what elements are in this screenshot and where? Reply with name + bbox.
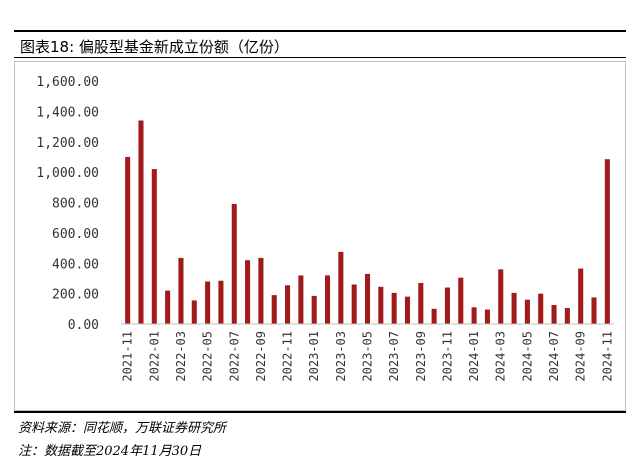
x-tick-label: 2024-11 <box>600 331 614 382</box>
bar-2022-05 <box>205 281 211 324</box>
bar-2021-11 <box>125 156 131 324</box>
y-tick-label: 400.00 <box>52 257 99 272</box>
bar-2023-07 <box>391 292 397 324</box>
bar-2024-09 <box>578 268 584 324</box>
x-tick-label: 2023-09 <box>414 331 428 382</box>
bar-2024-04 <box>511 292 517 324</box>
bar-2023-08 <box>404 296 410 324</box>
y-tick-label: 200.00 <box>52 288 99 303</box>
y-tick-label: 1,400.00 <box>36 105 99 120</box>
bar-2024-02 <box>484 309 490 324</box>
bar-2024-07 <box>551 305 557 324</box>
bar-2023-09 <box>418 282 424 324</box>
x-tick-label: 2024-09 <box>574 331 588 382</box>
bar-2022-01 <box>151 169 157 324</box>
x-tick-label: 2024-03 <box>494 331 508 382</box>
y-tick-label: 1,600.00 <box>36 75 99 90</box>
bar-2022-07 <box>231 204 237 324</box>
source-note: 资料来源：同花顺，万联证券研究所 <box>18 421 227 436</box>
bar-2022-10 <box>271 295 277 324</box>
bar-2023-02 <box>325 275 331 324</box>
x-axis-tick-labels: 2021-11 2022-01 2022-03 2022-05 2022-07 2022-… <box>121 331 615 382</box>
x-tick-label: 2022-11 <box>281 331 295 382</box>
date-note: 注：数据截至2024年11月30日 <box>18 444 202 459</box>
plot-frame <box>14 61 626 411</box>
bar-2024-10 <box>591 297 597 324</box>
x-tick-label: 2023-05 <box>361 331 375 382</box>
bar-2023-01 <box>311 295 317 324</box>
x-tick-label: 2022-07 <box>227 331 241 382</box>
y-tick-label: 1,200.00 <box>36 136 99 151</box>
bar-chart: 0.00 200.00 400.00 600.00 800.00 1,000.00 1,20… <box>36 75 615 382</box>
title-bar: 图表18: 偏股型基金新成立份额（亿份） <box>14 30 626 58</box>
bar-2023-12 <box>458 277 464 324</box>
bar-2024-03 <box>498 269 504 324</box>
bar-2023-03 <box>338 251 344 324</box>
y-tick-label: 600.00 <box>52 227 99 242</box>
bar-2022-06 <box>218 280 224 324</box>
x-tick-label: 2024-05 <box>520 331 534 382</box>
bar-2024-08 <box>564 308 570 324</box>
y-tick-label: 0.00 <box>68 318 99 333</box>
bar-2024-01 <box>471 307 477 324</box>
bar-2021-12 <box>138 120 144 324</box>
bar-2022-03 <box>178 257 184 324</box>
bar-2024-11 <box>604 159 610 324</box>
x-tick-label: 2022-03 <box>174 331 188 382</box>
bar-2024-06 <box>538 293 544 325</box>
bar-2023-11 <box>444 287 450 324</box>
bottom-rule <box>14 411 626 413</box>
y-tick-label: 1,000.00 <box>36 166 99 181</box>
bar-2022-09 <box>258 257 264 324</box>
bar-2023-10 <box>431 308 437 324</box>
figure-title: 图表18: 偏股型基金新成立份额（亿份） <box>20 38 289 56</box>
bars <box>125 120 610 325</box>
x-tick-label: 2023-03 <box>334 331 348 382</box>
bar-2022-12 <box>298 275 304 324</box>
x-tick-label: 2022-09 <box>254 331 268 382</box>
y-tick-label: 800.00 <box>52 197 99 212</box>
bar-2023-04 <box>351 284 357 324</box>
x-tick-label: 2023-01 <box>307 331 321 382</box>
bar-2023-06 <box>378 286 384 324</box>
x-tick-label: 2023-11 <box>440 331 454 382</box>
bar-2022-04 <box>191 300 197 324</box>
bar-2022-08 <box>245 260 251 324</box>
bar-2023-05 <box>364 273 371 324</box>
x-tick-label: 2022-05 <box>201 331 215 382</box>
bar-2022-02 <box>165 290 171 324</box>
y-axis-tick-labels: 0.00 200.00 400.00 600.00 800.00 1,000.00 1,20… <box>36 75 99 333</box>
x-tick-label: 2021-11 <box>121 331 135 382</box>
x-tick-label: 2023-07 <box>387 331 401 382</box>
bar-2022-11 <box>285 285 291 324</box>
x-tick-label: 2024-07 <box>547 331 561 382</box>
x-tick-label: 2022-01 <box>147 331 161 382</box>
x-tick-label: 2024-01 <box>467 331 481 382</box>
bar-2024-05 <box>524 299 530 324</box>
